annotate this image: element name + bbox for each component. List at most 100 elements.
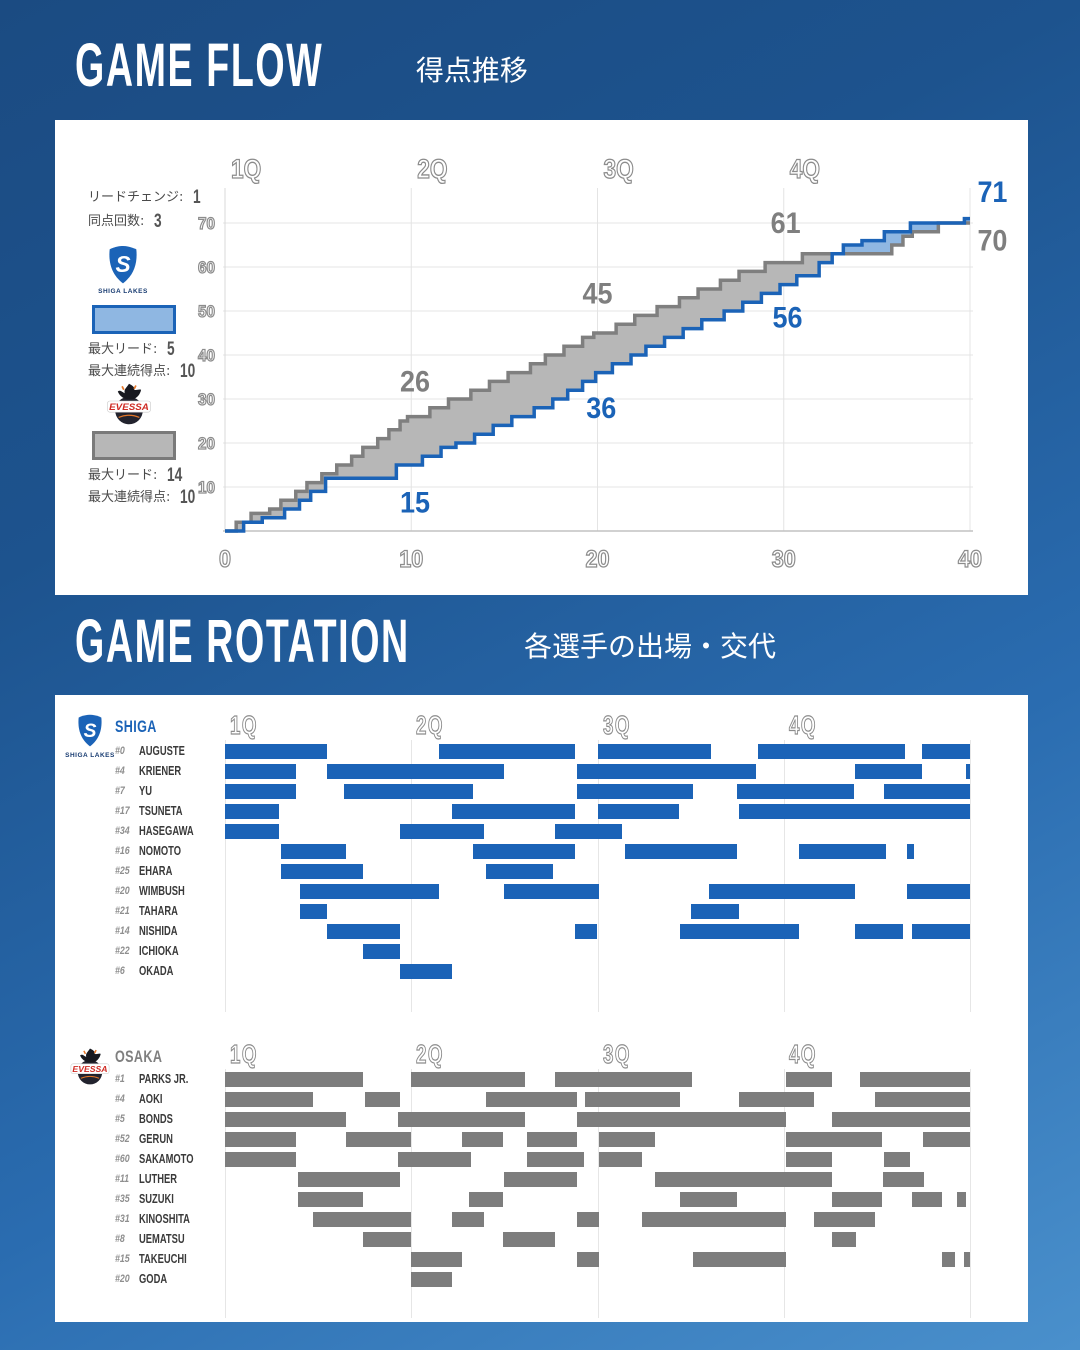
x-tick-label: 30: [772, 546, 796, 573]
shiga-rotation-logo: S SHIGA LAKES: [65, 713, 115, 759]
shiga-shield-icon: S: [109, 246, 137, 284]
osaka-rotation-logo: EVESSA: [65, 1047, 115, 1092]
player-number: #17: [115, 805, 130, 817]
stint-bar: [472, 844, 576, 859]
stint-bar: [884, 1152, 911, 1167]
player-name: GODA: [139, 1272, 168, 1286]
ties-value: 3: [153, 211, 162, 232]
stint-bar: [966, 764, 970, 779]
player-name: NISHIDA: [139, 924, 178, 938]
stint-bar: [225, 1092, 313, 1107]
stint-bar: [327, 924, 400, 939]
stint-bar: [411, 1072, 525, 1087]
player-name: SUZUKI: [139, 1192, 174, 1206]
stint-bar: [346, 1132, 412, 1147]
rotation-quarter-label: 3Q: [602, 710, 631, 740]
rotation-gridline: [970, 740, 971, 1012]
player-number: #7: [115, 785, 125, 797]
player-name: KRIENER: [139, 764, 182, 778]
stint-bar: [452, 804, 576, 819]
player-number: #15: [115, 1253, 130, 1265]
quarter-label: 3Q: [604, 154, 634, 184]
osaka-max-run-stat: 最大連続得点: 10: [88, 486, 201, 509]
stint-bar: [737, 784, 855, 799]
rotation-gridline: [783, 740, 785, 1012]
player-name: ICHIOKA: [139, 944, 179, 958]
score-annotation: 61: [771, 207, 801, 240]
game-flow-title-row: GAME FLOW 得点推移: [75, 30, 528, 99]
rotation-gridline: [597, 1069, 599, 1318]
player-number: #16: [115, 845, 130, 857]
x-tick-label: 10: [399, 546, 423, 573]
svg-text:EVESSA: EVESSA: [109, 402, 149, 413]
stint-bar: [739, 804, 970, 819]
x-tick-label: 0: [219, 546, 231, 573]
stint-bar: [577, 764, 756, 779]
stint-bar: [923, 1132, 970, 1147]
player-number: #34: [115, 825, 130, 837]
stint-bar: [554, 824, 622, 839]
evessa-flame-icon: EVESSA: [70, 1048, 110, 1085]
stint-bar: [398, 1112, 525, 1127]
player-name: TAHARA: [139, 904, 178, 918]
rotation-quarter-label: 1Q: [230, 1039, 258, 1069]
stint-bar: [577, 1212, 600, 1227]
y-tick-label: 20: [198, 434, 215, 453]
score-annotation: 26: [400, 365, 430, 398]
shiga-max-run-stat: 最大連続得点: 10: [88, 360, 201, 383]
stint-bar: [225, 824, 279, 839]
player-number: #20: [115, 1273, 130, 1285]
team-title-osaka: OSAKA: [115, 1047, 163, 1066]
stint-bar: [225, 1152, 296, 1167]
rotation-gridline: [225, 1069, 226, 1318]
player-number: #11: [115, 1173, 130, 1185]
game-rotation-title-row: GAME ROTATION 各選手の出場・交代: [75, 606, 776, 675]
stint-bar: [597, 804, 680, 819]
stint-bar: [225, 804, 279, 819]
quarter-label: 1Q: [231, 154, 261, 184]
rotation-quarter-label: 4Q: [788, 710, 817, 740]
game-flow-subtitle: 得点推移: [415, 54, 528, 87]
player-number: #6: [115, 965, 125, 977]
stint-bar: [785, 1152, 833, 1167]
stint-bar: [906, 884, 970, 899]
player-number: #0: [115, 745, 125, 757]
player-name: UEMATSU: [139, 1232, 185, 1246]
quarter-label: 2Q: [417, 154, 447, 184]
rotation-gridline: [225, 740, 226, 1012]
player-name: OKADA: [139, 964, 174, 978]
player-name: PARKS JR.: [139, 1072, 189, 1086]
player-name: KINOSHITA: [139, 1212, 190, 1226]
team-title-shiga: SHIGA: [115, 717, 157, 736]
game-rotation-panel: S SHIGA LAKES SHIGA 1Q 2Q 3Q 4Q #0 AUGUSTE #4 KRI…: [55, 695, 1028, 1322]
shiga-max-run-label: 最大連続得点:: [88, 364, 171, 379]
stint-bar: [739, 1092, 814, 1107]
shiga-max-lead-label: 最大リード:: [88, 342, 158, 357]
osaka-score-line: [225, 221, 970, 533]
stint-bar: [813, 1212, 876, 1227]
stint-bar: [798, 844, 887, 859]
ties-label: 同点回数:: [88, 214, 145, 229]
osaka-legend-swatch: [92, 431, 176, 460]
stint-bar: [504, 1172, 577, 1187]
player-name: AUGUSTE: [139, 744, 185, 758]
stint-bar: [875, 1092, 970, 1107]
y-tick-label: 70: [198, 214, 215, 233]
stint-bar: [921, 744, 970, 759]
osaka-lead-band: [225, 223, 970, 531]
player-name: EHARA: [139, 864, 173, 878]
rotation-gridline: [970, 1069, 971, 1318]
player-number: #35: [115, 1193, 130, 1205]
player-number: #25: [115, 865, 130, 877]
score-annotation: 56: [772, 302, 802, 335]
stint-bar: [297, 1172, 400, 1187]
rotation-quarter-label: 1Q: [230, 710, 258, 740]
stint-bar: [599, 1132, 656, 1147]
stint-bar: [502, 1232, 555, 1247]
shiga-max-lead-value: 5: [166, 339, 175, 360]
player-number: #20: [115, 885, 130, 897]
player-number: #4: [115, 1093, 125, 1105]
y-tick-label: 40: [198, 346, 215, 365]
y-tick-label: 30: [198, 390, 215, 409]
